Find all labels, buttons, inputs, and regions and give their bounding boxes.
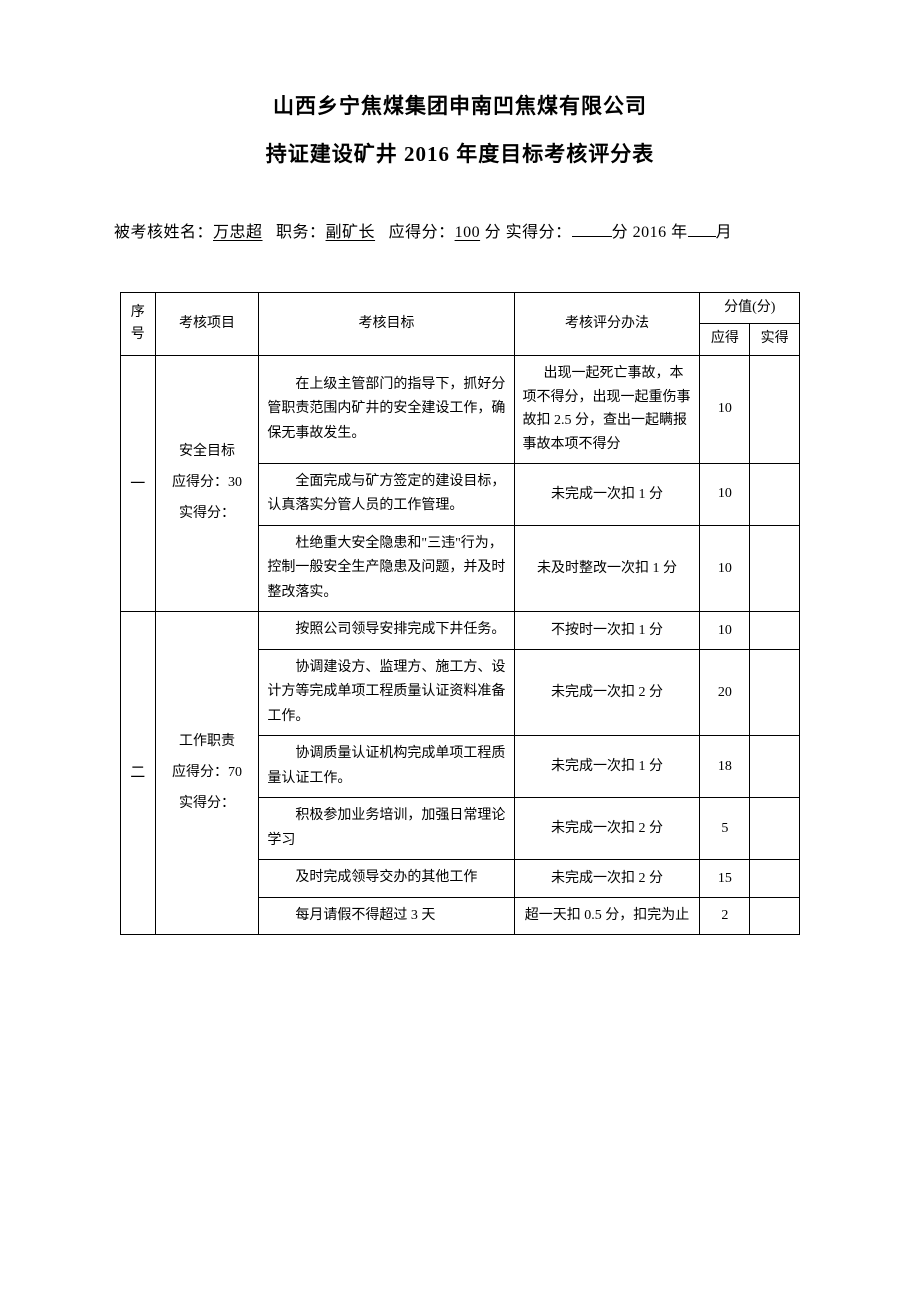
hdr-score-group: 分值(分) xyxy=(700,293,800,324)
yd-cell: 2 xyxy=(700,897,750,935)
actual-label: 实得分： xyxy=(506,224,572,241)
table-body: 一安全目标应得分：30实得分：在上级主管部门的指导下，抓好分管职责范围内矿井的安… xyxy=(121,355,800,935)
should-value: 100 xyxy=(455,224,481,241)
table-row: 二工作职责应得分：70实得分：按照公司领导安排完成下井任务。不按时一次扣 1 分… xyxy=(121,612,800,650)
sd-cell xyxy=(750,355,800,463)
yd-cell: 10 xyxy=(700,525,750,612)
name-value: 万忠超 xyxy=(213,224,263,241)
sd-cell xyxy=(750,798,800,860)
item-cell: 工作职责应得分：70实得分： xyxy=(155,612,259,935)
yd-cell: 20 xyxy=(700,649,750,736)
assessment-table: 序号 考核项目 考核目标 考核评分办法 分值(分) 应得 实得 一安全目标应得分… xyxy=(120,292,800,935)
header-row-1: 序号 考核项目 考核目标 考核评分办法 分值(分) xyxy=(121,293,800,324)
info-line: 被考核姓名：万忠超 职务：副矿长 应得分：100 分 实得分：分 2016 年月 xyxy=(110,218,810,242)
method-cell: 未及时整改一次扣 1 分 xyxy=(514,525,700,612)
should-label: 应得分： xyxy=(389,224,455,241)
sd-cell xyxy=(750,860,800,898)
table-row: 一安全目标应得分：30实得分：在上级主管部门的指导下，抓好分管职责范围内矿井的安… xyxy=(121,355,800,463)
target-cell: 杜绝重大安全隐患和"三违"行为，控制一般安全生产隐患及问题，并及时整改落实。 xyxy=(259,525,514,612)
year-text: 2016 年 xyxy=(633,224,688,241)
method-cell: 超一天扣 0.5 分，扣完为止 xyxy=(514,897,700,935)
yd-cell: 10 xyxy=(700,355,750,463)
target-cell: 全面完成与矿方签定的建设目标，认真落实分管人员的工作管理。 xyxy=(259,463,514,525)
target-cell: 每月请假不得超过 3 天 xyxy=(259,897,514,935)
yd-cell: 10 xyxy=(700,463,750,525)
yd-cell: 5 xyxy=(700,798,750,860)
hdr-yd: 应得 xyxy=(700,324,750,355)
yd-cell: 18 xyxy=(700,736,750,798)
method-cell: 未完成一次扣 2 分 xyxy=(514,860,700,898)
seq-cell: 一 xyxy=(121,355,156,612)
target-cell: 及时完成领导交办的其他工作 xyxy=(259,860,514,898)
sd-cell xyxy=(750,649,800,736)
sd-cell xyxy=(750,897,800,935)
method-cell: 出现一起死亡事故，本项不得分，出现一起重伤事故扣 2.5 分，查出一起瞒报事故本… xyxy=(514,355,700,463)
hdr-seq: 序号 xyxy=(121,293,156,356)
item-cell: 安全目标应得分：30实得分： xyxy=(155,355,259,612)
target-cell: 在上级主管部门的指导下，抓好分管职责范围内矿井的安全建设工作，确保无事故发生。 xyxy=(259,355,514,463)
hdr-target: 考核目标 xyxy=(259,293,514,356)
method-cell: 未完成一次扣 1 分 xyxy=(514,463,700,525)
seq-cell: 二 xyxy=(121,612,156,935)
name-label: 被考核姓名： xyxy=(114,224,213,241)
sd-cell xyxy=(750,736,800,798)
sd-cell xyxy=(750,525,800,612)
hdr-method: 考核评分办法 xyxy=(514,293,700,356)
month-blank xyxy=(688,221,716,237)
method-cell: 未完成一次扣 2 分 xyxy=(514,798,700,860)
sd-cell xyxy=(750,463,800,525)
yd-cell: 15 xyxy=(700,860,750,898)
target-cell: 按照公司领导安排完成下井任务。 xyxy=(259,612,514,650)
yd-cell: 10 xyxy=(700,612,750,650)
should-unit: 分 xyxy=(480,224,506,241)
method-cell: 未完成一次扣 1 分 xyxy=(514,736,700,798)
target-cell: 协调质量认证机构完成单项工程质量认证工作。 xyxy=(259,736,514,798)
sd-cell xyxy=(750,612,800,650)
role-value: 副矿长 xyxy=(326,224,376,241)
hdr-sd: 实得 xyxy=(750,324,800,355)
target-cell: 协调建设方、监理方、施工方、设计方等完成单项工程质量认证资料准备工作。 xyxy=(259,649,514,736)
method-cell: 不按时一次扣 1 分 xyxy=(514,612,700,650)
method-cell: 未完成一次扣 2 分 xyxy=(514,649,700,736)
month-unit: 月 xyxy=(716,224,733,241)
doc-title-1: 山西乡宁焦煤集团申南凹焦煤有限公司 xyxy=(110,90,810,120)
actual-unit: 分 xyxy=(612,224,633,241)
role-label: 职务： xyxy=(276,224,326,241)
doc-title-2: 持证建设矿井 2016 年度目标考核评分表 xyxy=(110,138,810,168)
target-cell: 积极参加业务培训，加强日常理论学习 xyxy=(259,798,514,860)
hdr-item: 考核项目 xyxy=(155,293,259,356)
actual-blank xyxy=(572,221,612,237)
